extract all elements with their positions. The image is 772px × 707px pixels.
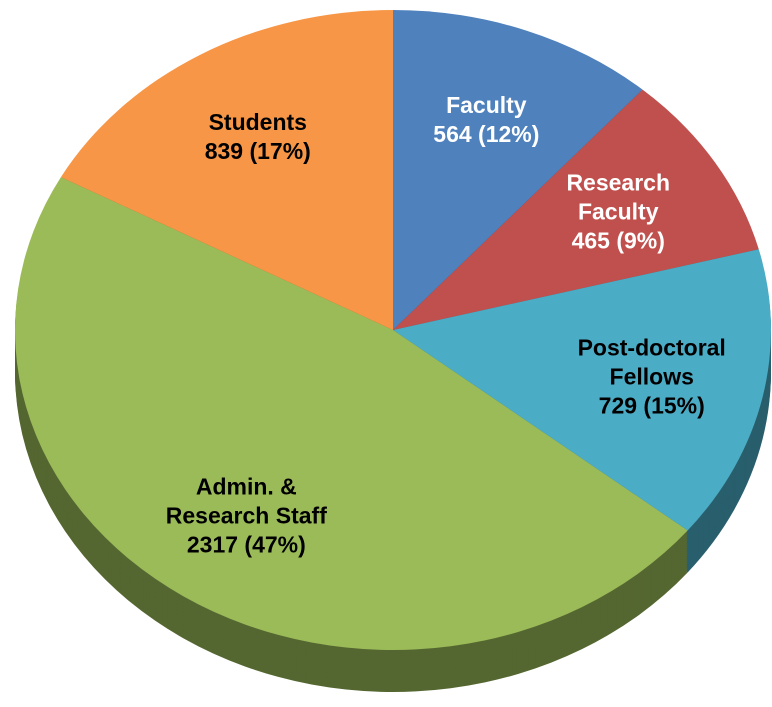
slice-label: Students 839 (17%): [173, 108, 343, 166]
category-label: Admin. & Research Staff: [165, 473, 327, 529]
category-label: Research Faculty: [566, 169, 671, 225]
value-label: 465 (9%): [571, 227, 665, 254]
slice: [393, 249, 771, 531]
slice-label: Faculty 564 (12%): [401, 91, 571, 149]
value-label: 564 (12%): [433, 121, 540, 148]
slice: [60, 10, 393, 330]
slice: [14, 177, 688, 651]
value-label: 2317 (47%): [186, 531, 306, 558]
slice-label: Post-doctoral Fellows 729 (15%): [567, 333, 737, 420]
slice: [393, 89, 759, 330]
slice-label: Research Faculty 465 (9%): [533, 169, 703, 256]
slice: [393, 10, 643, 330]
slice-label: Admin. & Research Staff 2317 (47%): [161, 473, 331, 560]
value-label: 839 (17%): [204, 138, 311, 165]
value-label: 729 (15%): [598, 392, 705, 419]
category-label: Post-doctoral Fellows: [577, 334, 726, 390]
category-label: Students: [208, 109, 307, 136]
category-label: Faculty: [446, 92, 527, 119]
